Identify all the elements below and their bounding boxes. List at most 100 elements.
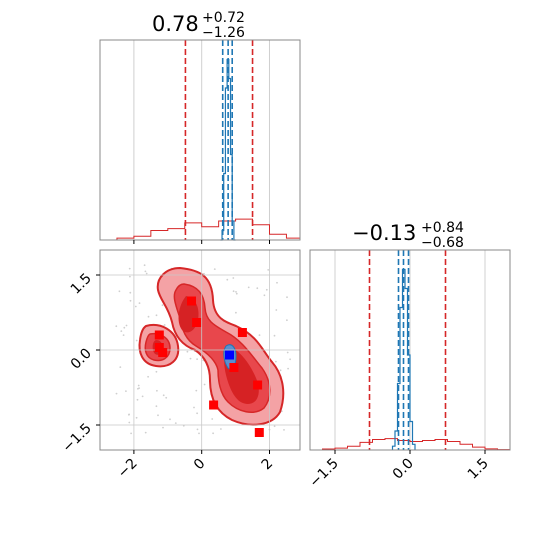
scatter-dot xyxy=(258,334,261,336)
scatter-dot xyxy=(163,324,166,326)
scatter-dot xyxy=(144,270,147,273)
panel-frame xyxy=(99,39,301,241)
scatter-dot xyxy=(143,264,146,267)
scatter-dot xyxy=(273,425,276,428)
scatter-dot xyxy=(128,421,131,424)
scatter-dot xyxy=(125,390,127,392)
scatter-dot xyxy=(155,370,158,373)
scatter-dot xyxy=(275,309,278,311)
scatter-dot xyxy=(115,392,118,395)
red-point-marker xyxy=(237,328,247,337)
scatter-dot xyxy=(129,275,131,278)
scatter-dot xyxy=(161,304,164,307)
scatter-dot xyxy=(135,416,138,419)
scatter-dot xyxy=(286,351,289,354)
param1-title-sup: +0.72 xyxy=(202,10,245,26)
x-tick-label: 1.5 xyxy=(465,456,492,483)
scatter-dot xyxy=(196,412,199,415)
red-point-marker xyxy=(209,400,219,410)
scatter-dot xyxy=(213,268,216,270)
scatter-dot xyxy=(186,350,189,353)
scatter-dot xyxy=(263,294,266,297)
scatter-dot xyxy=(144,431,147,434)
x-tick-label: 0.0 xyxy=(390,456,417,483)
scatter-dot xyxy=(162,394,165,397)
x-tick-label: −2 xyxy=(115,456,141,482)
scatter-dot xyxy=(286,319,288,322)
scatter-dot xyxy=(169,418,171,421)
param1-title-sub: −1.26 xyxy=(202,25,245,41)
scatter-dot xyxy=(211,418,214,420)
scatter-dot xyxy=(147,315,150,318)
scatter-dot xyxy=(279,369,282,372)
scatter-dot xyxy=(165,396,168,399)
x-tick-label: 0 xyxy=(191,456,209,474)
scatter-dot xyxy=(212,432,215,435)
scatter-dot xyxy=(276,281,278,284)
scatter-dot xyxy=(220,428,222,430)
param1-title: 0.78 +0.72 −1.26 xyxy=(152,10,245,41)
scatter-dot xyxy=(198,432,200,435)
scatter-dot xyxy=(138,387,141,389)
red-histogram xyxy=(100,218,301,241)
scatter-dot xyxy=(129,291,132,294)
scatter-dot xyxy=(129,299,132,302)
red-point-marker xyxy=(229,363,239,372)
scatter-dot xyxy=(138,302,141,304)
scatter-dot xyxy=(256,287,259,290)
red-point-marker xyxy=(154,330,164,340)
x-tick-label: −1.5 xyxy=(306,456,341,491)
scatter-dot xyxy=(122,334,125,336)
scatter-dot xyxy=(123,326,126,329)
scatter-dot xyxy=(287,367,289,370)
scatter-dot xyxy=(120,330,123,332)
histogram-panel-param1 xyxy=(99,39,301,244)
scatter-dot xyxy=(189,357,192,360)
scatter-dot xyxy=(267,269,270,271)
scatter-dot xyxy=(118,290,121,293)
scatter-dot xyxy=(265,288,268,291)
scatter-dot xyxy=(119,366,122,368)
contour-panel xyxy=(96,249,301,454)
scatter-dot xyxy=(155,405,158,408)
scatter-dot xyxy=(235,292,238,295)
param1-title-main: 0.78 xyxy=(152,12,199,36)
scatter-dot xyxy=(247,286,250,289)
red-histogram xyxy=(310,438,511,451)
scatter-dot xyxy=(145,272,148,275)
scatter-dot xyxy=(235,311,237,314)
scatter-dot xyxy=(232,277,235,279)
scatter-dot xyxy=(195,389,198,392)
scatter-dot xyxy=(141,395,144,398)
y-tick-label: 0.0 xyxy=(68,346,95,373)
scatter-dot xyxy=(289,358,291,361)
scatter-dot xyxy=(125,324,128,327)
scatter-dot xyxy=(127,413,130,416)
red-point-marker xyxy=(154,343,164,352)
scatter-dot xyxy=(196,428,199,431)
scatter-dot xyxy=(130,432,133,435)
scatter-dot xyxy=(157,414,159,417)
scatter-dot xyxy=(203,383,206,386)
scatter-dot xyxy=(155,314,158,317)
scatter-dot xyxy=(226,278,229,281)
panel-background xyxy=(100,40,300,240)
red-point-marker xyxy=(253,380,263,390)
scatter-dot xyxy=(174,422,177,424)
scatter-dot xyxy=(273,334,276,337)
y-tick-label: 1.5 xyxy=(68,271,95,298)
scatter-dot xyxy=(235,291,237,293)
scatter-dot xyxy=(156,389,158,392)
scatter-dot xyxy=(232,290,235,293)
scatter-dot xyxy=(128,267,131,270)
param2-title: −0.13 +0.84 −0.68 xyxy=(352,220,464,251)
scatter-dot xyxy=(147,375,150,378)
scatter-dot xyxy=(196,358,199,360)
scatter-dot xyxy=(203,272,205,275)
red-point-marker xyxy=(158,348,168,357)
scatter-dot xyxy=(275,360,277,363)
scatter-dot xyxy=(135,339,138,342)
y-tick-label: −1.5 xyxy=(59,421,94,456)
histogram-panel-param2 xyxy=(309,249,511,454)
